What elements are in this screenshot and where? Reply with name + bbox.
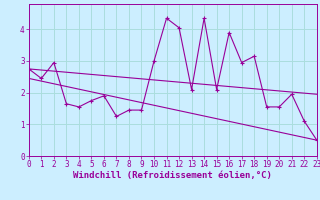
X-axis label: Windchill (Refroidissement éolien,°C): Windchill (Refroidissement éolien,°C) (73, 171, 272, 180)
